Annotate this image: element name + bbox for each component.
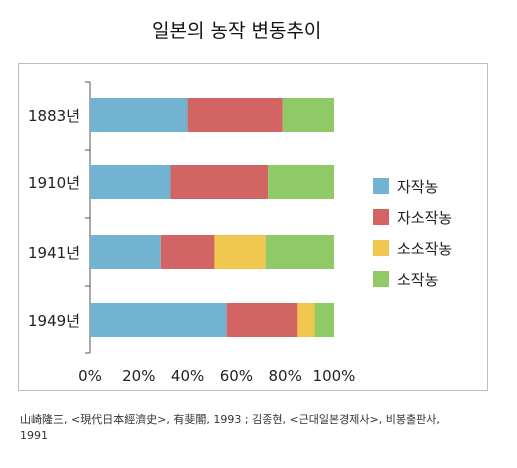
category-label: 1883년	[28, 107, 80, 125]
bar-segment-자작농-1941년	[90, 235, 161, 269]
bar-segment-소작농-1941년	[265, 235, 334, 269]
axes	[85, 81, 91, 354]
category-labels: 1883년 1910년 1941년 1949년	[28, 107, 80, 330]
bar-segment-자작농-1883년	[90, 98, 188, 132]
x-tick-label: 20%	[122, 367, 155, 385]
bar-segment-자소작농-1883년	[187, 98, 283, 132]
legend-swatch-소작농	[373, 271, 389, 287]
x-tick-label: 40%	[171, 367, 204, 385]
category-label: 1941년	[28, 244, 80, 262]
bar-segment-소작농-1910년	[268, 165, 334, 199]
bar-segment-소소작농-1949년	[297, 303, 315, 337]
chart-title: 일본의 농작 변동추이	[152, 20, 322, 42]
category-label: 1910년	[28, 174, 80, 192]
legend-swatch-소소작농	[373, 240, 389, 256]
x-tick-label: 0%	[78, 367, 102, 385]
chart-frame	[18, 63, 488, 391]
bar-segment-소작농-1883년	[282, 98, 334, 132]
legend-swatch-자소작농	[373, 209, 389, 225]
legend-swatch-자작농	[373, 178, 389, 194]
bar-segment-소소작농-1941년	[214, 235, 266, 269]
source-note: 山崎隆三, <現代日本經濟史>, 有斐閣, 1993 ; 김종현, <근대일본경…	[20, 412, 500, 444]
bar-segment-자작농-1910년	[90, 165, 171, 199]
source-line-1: 山崎隆三, <現代日本經濟史>, 有斐閣, 1993 ; 김종현, <근대일본경…	[20, 413, 440, 426]
legend-label: 자소작농	[397, 209, 452, 227]
bar-segment-자작농-1949년	[90, 303, 227, 337]
legend-label: 소소작농	[397, 240, 452, 258]
legend-label: 자작농	[397, 178, 439, 196]
bar-segment-자소작농-1910년	[170, 165, 269, 199]
legend-label: 소작농	[397, 271, 439, 289]
category-label: 1949년	[28, 312, 80, 330]
x-tick-label: 80%	[269, 367, 302, 385]
x-tick-labels: 0% 20% 40% 60% 80% 100%	[78, 367, 355, 385]
source-line-2: 1991	[20, 429, 48, 442]
bar-segment-자소작농-1941년	[160, 235, 215, 269]
bar-segment-소작농-1949년	[314, 303, 334, 337]
bar-segment-자소작농-1949년	[226, 303, 298, 337]
bars	[90, 98, 334, 337]
x-tick-label: 60%	[220, 367, 253, 385]
x-tick-label: 100%	[313, 367, 356, 385]
